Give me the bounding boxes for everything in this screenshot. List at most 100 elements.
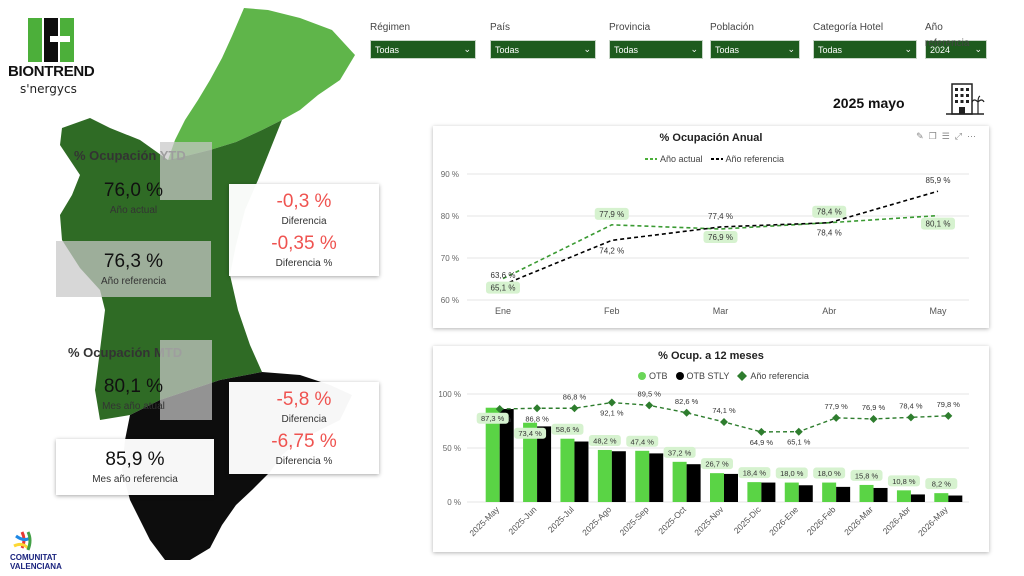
data-label: 74,1 % [712,406,736,415]
data-label-bg [813,467,846,479]
legend-item[interactable]: OTB STLY [675,371,729,381]
data-label: 76,9 % [708,233,733,242]
bar-otb [597,449,612,502]
reference-point [607,398,616,407]
data-label: 63,6 % [491,271,516,280]
legend-line-icon [645,158,657,160]
ytd-diff-value: -0,3 % [276,191,332,212]
y-tick-label: 70 % [441,254,459,263]
filter-anio: Año referencia 2024 ⌄ [925,20,987,59]
x-tick-label: 2025-Ago [580,504,613,537]
pais-dropdown[interactable]: Todas ⌄ [490,40,596,59]
bar-otb [747,482,762,502]
x-tick-label: Feb [604,306,620,316]
data-label-bg [925,478,958,490]
bar-otb-stly [686,464,701,502]
x-tick-label: May [929,306,947,316]
expand-icon[interactable]: ⤢ [954,131,967,141]
mtd-current-card: 80,1 % Mes año atual [56,366,211,422]
data-label-bg [476,412,509,424]
brand-sub: s'nergycs [20,82,77,96]
legend-label: Año referencia [750,371,809,381]
mtd-diff-card: -5,8 % Diferencia -6,75 % Diferencia % [229,382,379,474]
data-label-bg [921,217,955,230]
reference-point [906,413,915,422]
legend-item[interactable]: OTB [638,371,668,381]
provincia-dropdown[interactable]: Todas ⌄ [609,40,703,59]
data-label: 64,9 % [750,438,774,447]
bar-otb [859,484,874,502]
reference-point [682,408,691,417]
ytd-highlight [160,142,212,200]
pin-icon[interactable]: ✎ [916,131,929,141]
dropdown-value: Todas [614,44,639,55]
data-label: 37,2 % [668,448,692,457]
x-tick-label: 2025-Sep [617,504,650,537]
ytd-ref-value: 76,3 % [103,251,164,272]
chevron-down-icon: ⌄ [787,44,795,54]
cv-line2: VALENCIANA [10,562,62,571]
bar-otb [822,482,837,502]
chevron-down-icon: ⌄ [463,44,471,54]
copy-icon[interactable]: ❐ [928,131,942,141]
visual-toolbar[interactable]: ✎❐☰⤢⋯ [916,131,981,142]
bar-otb-stly [873,487,888,502]
mtd-current-value: 80,1 % [103,376,164,397]
ytd-current-label: Año actual [109,205,158,216]
twelve-month-bar-chart: 0 %50 %100 %2025-May 2025-Jun 2025-Jul 2025… [438,389,969,538]
legend-diamond-icon [737,371,748,381]
brand-name: BIONTREND [8,63,95,80]
reference-point [944,411,953,420]
data-label: 26,7 % [705,460,729,469]
poblacion-dropdown[interactable]: Todas ⌄ [710,40,800,59]
data-label: 78,4 % [817,208,842,217]
legend-item[interactable]: Año referencia [737,371,809,381]
bar-otb [934,493,949,502]
annual-line-chart: 60 % 70 % 80 % 90 % Ene Feb Mar Abr May 65,1 % 77,… [441,170,969,316]
x-tick-label: 2026-May [916,504,950,538]
filter-label: País [490,22,511,33]
categoria-dropdown[interactable]: Todas ⌄ [813,40,917,59]
data-label-bg [701,458,733,470]
map-castellon [168,8,355,160]
x-tick-label: 2026-Mar [842,504,875,537]
legend-item[interactable]: Año actual [645,154,703,164]
data-label: 85,9 % [926,176,951,185]
data-label-bg [738,467,771,479]
legend-item[interactable]: Año referencia [710,154,784,164]
bar-otb-stly [724,473,738,502]
mtd-ref-card: 85,9 % Mes año referencia [56,439,214,495]
x-tick-label: 2025-Jul [546,504,576,534]
y-tick-label: 90 % [441,170,459,179]
anio-dropdown[interactable]: 2024 ⌄ [925,40,987,59]
bar-otb-stly [574,441,589,502]
more-icon[interactable]: ⋯ [967,131,981,141]
data-label: 18,0 % [817,469,841,478]
bar-chart-legend: OTB OTB STLY Año referencia [638,371,809,381]
regimen-dropdown[interactable]: Todas ⌄ [370,40,476,59]
data-label: 86,8 % [525,414,549,423]
data-label-bg [775,467,808,479]
filter-icon[interactable]: ☰ [941,131,955,141]
ytd-ref-card: 76,3 % Año referencia [56,241,211,297]
bar-otb [672,461,687,502]
hotel-icon [946,83,985,115]
ytd-current-value: 76,0 % [103,180,164,201]
ytd-diff-label: Diferencia [281,216,327,227]
reference-point [645,401,654,410]
x-tick-label: 2025-Nov [692,504,726,538]
data-label: 79,8 % [937,400,961,409]
reference-point [757,427,766,436]
filter-poblacion: Población Todas ⌄ [710,20,800,59]
reference-point [495,405,504,414]
data-label: 77,9 % [599,210,624,219]
ytd-diffpct-label: Diferencia % [275,258,333,269]
mtd-diffpct-value: -6,75 % [271,431,337,452]
reference-point [720,417,728,426]
data-label-bg [663,446,696,458]
ytd-diffpct-value: -0,35 % [271,233,337,254]
bar-otb-stly [537,426,552,502]
data-label: 78,4 % [817,229,842,238]
dropdown-value: Todas [495,44,520,55]
bar-otb [710,473,724,502]
